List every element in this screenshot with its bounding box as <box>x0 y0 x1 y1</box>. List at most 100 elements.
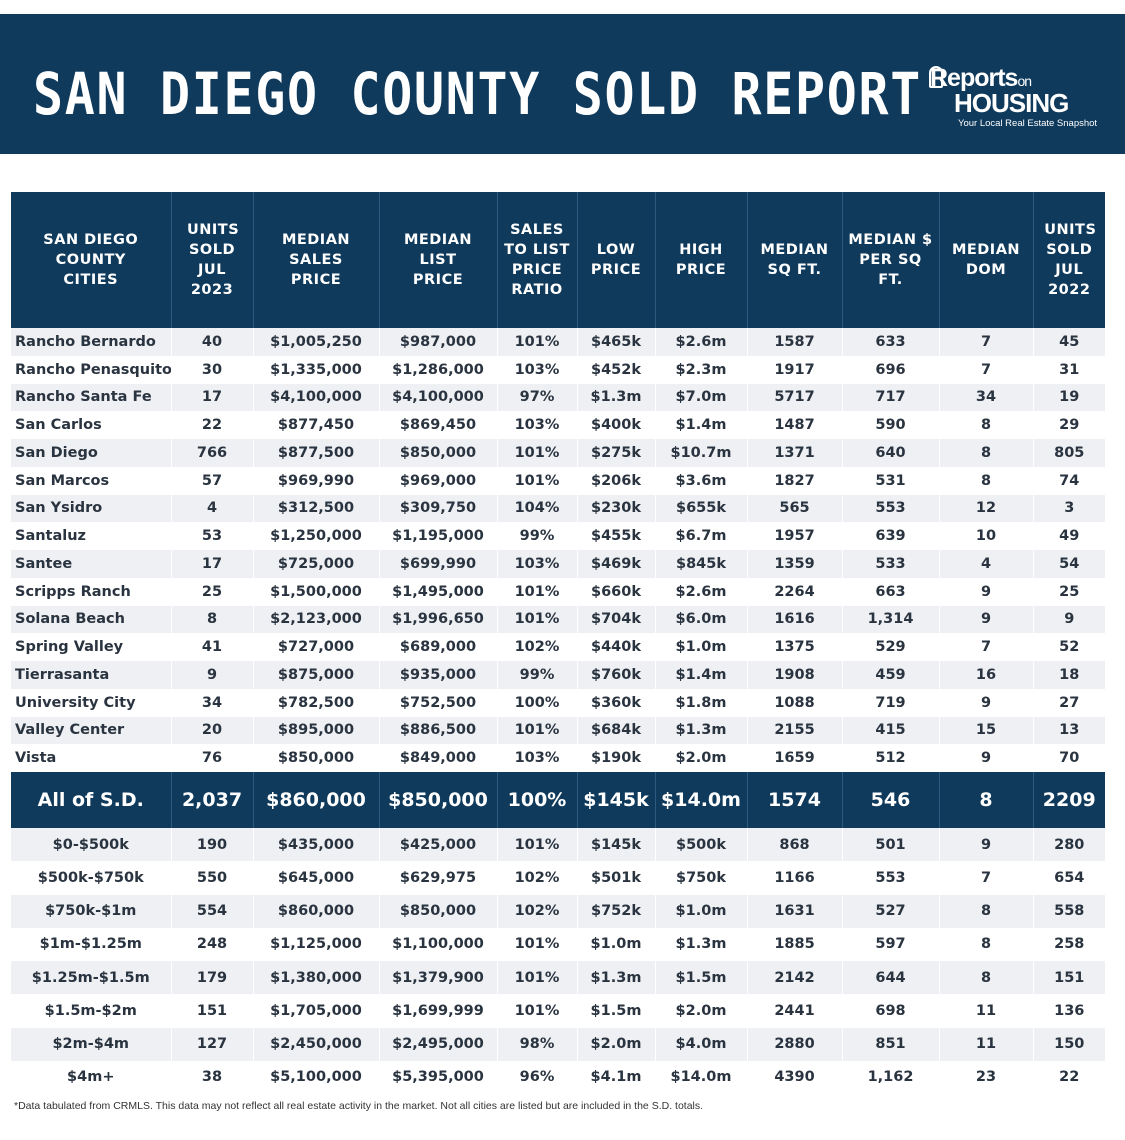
table-cell: 96% <box>496 1060 577 1094</box>
table-cell: 9 <box>938 828 1033 862</box>
table-cell: 9 <box>170 661 253 689</box>
table-cell: $1.3m <box>654 927 747 961</box>
table-cell: 38 <box>170 1060 253 1094</box>
table-cell: 101% <box>496 466 577 495</box>
total-cell: 1574 <box>746 772 842 828</box>
city-row: Rancho Penasquitos 30 $1,335,000 $1,286,000… <box>11 355 1105 384</box>
total-cell: $850,000 <box>378 772 497 828</box>
table-cell: 5717 <box>746 383 842 412</box>
table-cell: 415 <box>841 716 939 745</box>
table-cell: $1,005,250 <box>252 328 379 356</box>
table-cell: $699,990 <box>378 550 497 578</box>
table-cell: $360k <box>576 688 655 717</box>
table-cell: $684k <box>576 716 655 745</box>
table-cell: 102% <box>496 633 577 661</box>
table-cell: 2155 <box>746 716 842 745</box>
table-cell: 7 <box>938 633 1033 661</box>
city-row: Rancho Santa Fe 17 $4,100,000 $4,100,000 97%… <box>11 383 1105 412</box>
table-cell: $689,000 <box>378 633 497 661</box>
table-cell: 717 <box>841 383 939 412</box>
table-cell: 1885 <box>746 927 842 961</box>
table-cell: 1375 <box>746 633 842 661</box>
table-cell: 719 <box>841 688 939 717</box>
column-header-median-list: MEDIAN LIST PRICE <box>378 192 497 328</box>
table-cell: 101% <box>496 439 577 467</box>
report-title: SAN DIEGO COUNTY SOLD REPORT <box>33 60 923 128</box>
table-cell: $440k <box>576 633 655 661</box>
table-cell: $7.0m <box>654 383 747 412</box>
table-cell: $2.0m <box>654 744 747 772</box>
table-cell: 99% <box>496 661 577 689</box>
table-cell: 57 <box>170 466 253 495</box>
table-cell: $452k <box>576 355 655 384</box>
row-label: San Ysidro <box>11 494 171 523</box>
table-cell: 97% <box>496 383 577 412</box>
table-cell: 7 <box>938 861 1033 895</box>
table-cell: 41 <box>170 633 253 661</box>
table-cell: $660k <box>576 577 655 606</box>
table-cell: 12 <box>938 494 1033 523</box>
table-cell: $4.0m <box>654 1027 747 1061</box>
table-cell: 70 <box>1032 744 1105 772</box>
row-label: Valley Center <box>11 716 171 745</box>
table-cell: 22 <box>170 411 253 439</box>
table-cell: 1166 <box>746 861 842 895</box>
city-row: Spring Valley 41 $727,000 $689,000 102% $440k… <box>11 633 1105 661</box>
table-cell: 639 <box>841 522 939 550</box>
table-cell: $1,125,000 <box>252 927 379 961</box>
row-label: San Marcos <box>11 466 171 495</box>
table-cell: 4 <box>938 550 1033 578</box>
table-cell: 22 <box>1032 1060 1105 1094</box>
city-row: Tierrasanta 9 $875,000 $935,000 99% $760k $1.4… <box>11 661 1105 689</box>
table-cell: 17 <box>170 383 253 412</box>
row-label: $4m+ <box>11 1060 171 1094</box>
table-cell: $750k <box>654 861 747 895</box>
price-range-row: $1m-$1.25m 248 $1,125,000 $1,100,000 101% $1.… <box>11 927 1105 961</box>
column-header-high-price: HIGH PRICE <box>654 192 747 328</box>
table-cell: $886,500 <box>378 716 497 745</box>
table-cell: 8 <box>938 961 1033 995</box>
column-header-sales-list-ratio: SALES TO LIST PRICE RATIO <box>496 192 577 328</box>
table-cell: 11 <box>938 994 1033 1028</box>
table-cell: 258 <box>1032 927 1105 961</box>
table-cell: 101% <box>496 927 577 961</box>
table-cell: $2.6m <box>654 577 747 606</box>
price-range-row: $4m+ 38 $5,100,000 $5,395,000 96% $4.1m $14.0m… <box>11 1060 1105 1094</box>
table-cell: 805 <box>1032 439 1105 467</box>
table-cell: 4 <box>170 494 253 523</box>
table-cell: 40 <box>170 328 253 356</box>
total-cell: 100% <box>496 772 577 828</box>
table-cell: $1.5m <box>654 961 747 995</box>
table-cell: $850,000 <box>378 439 497 467</box>
table-cell: $782,500 <box>252 688 379 717</box>
table-cell: 1957 <box>746 522 842 550</box>
table-cell: $500k <box>654 828 747 862</box>
table-cell: 248 <box>170 927 253 961</box>
table-cell: 102% <box>496 894 577 928</box>
table-cell: $4.1m <box>576 1060 655 1094</box>
table-cell: 2142 <box>746 961 842 995</box>
table-cell: $845k <box>654 550 747 578</box>
table-cell: 100% <box>496 688 577 717</box>
table-cell: $6.0m <box>654 605 747 634</box>
table-cell: 98% <box>496 1027 577 1061</box>
table-cell: $312,500 <box>252 494 379 523</box>
table-cell: 19 <box>1032 383 1105 412</box>
row-label: $1.25m-$1.5m <box>11 961 171 995</box>
table-cell: $760k <box>576 661 655 689</box>
table-cell: 8 <box>938 927 1033 961</box>
table-cell: $4,100,000 <box>378 383 497 412</box>
table-cell: 590 <box>841 411 939 439</box>
table-cell: 696 <box>841 355 939 384</box>
table-cell: $309,750 <box>378 494 497 523</box>
table-cell: $869,450 <box>378 411 497 439</box>
table-cell: $1,100,000 <box>378 927 497 961</box>
table-cell: 9 <box>938 744 1033 772</box>
table-cell: 1827 <box>746 466 842 495</box>
column-header-low-price: LOW PRICE <box>576 192 655 328</box>
table-cell: 30 <box>170 355 253 384</box>
table-cell: 9 <box>1032 605 1105 634</box>
table-cell: 136 <box>1032 994 1105 1028</box>
table-cell: $5,395,000 <box>378 1060 497 1094</box>
table-cell: $1.8m <box>654 688 747 717</box>
